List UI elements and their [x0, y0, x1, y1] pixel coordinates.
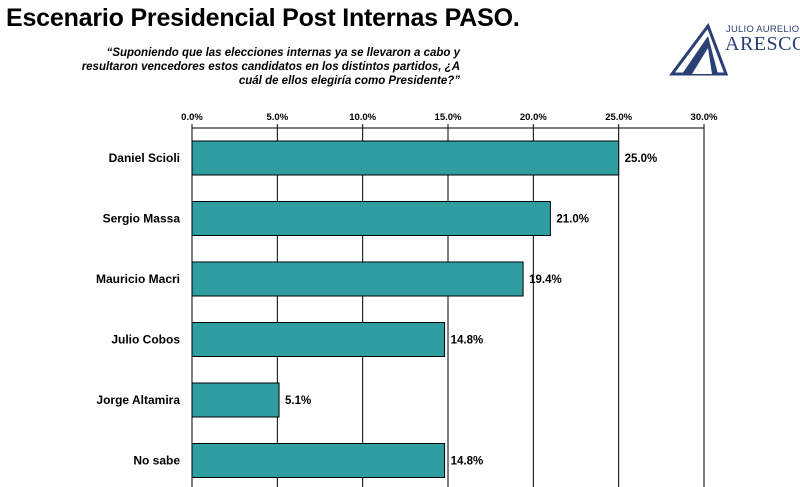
x-tick-label: 30.0%	[691, 112, 718, 123]
x-tick-label: 25.0%	[605, 112, 632, 123]
x-tick-label: 5.0%	[267, 112, 289, 123]
value-label: 14.8%	[451, 335, 484, 347]
category-label: Julio Cobos	[111, 333, 180, 347]
logo-main-text: ARESCO	[725, 33, 800, 55]
bar	[191, 322, 446, 357]
x-tick-label: 15.0%	[435, 112, 462, 123]
category-label: Sergio Massa	[103, 212, 181, 226]
value-label: 21.0%	[556, 214, 589, 226]
logo-triangle-icon	[669, 22, 729, 76]
value-label: 5.1%	[285, 395, 311, 407]
company-logo: JULIO AURELIO ARESCO	[668, 18, 800, 78]
value-labels: 25.0% 21.0% 19.4% 14.8% 5.1% 14.8%	[285, 153, 657, 468]
value-label: 25.0%	[625, 153, 658, 165]
category-label: Daniel Scioli	[109, 151, 180, 165]
x-tick-label: 10.0%	[349, 112, 376, 123]
x-tick-label: 20.0%	[520, 112, 547, 123]
category-label: No sabe	[133, 454, 180, 468]
bar	[191, 443, 446, 478]
gridlines	[191, 124, 705, 487]
x-tick-label: 0.0%	[181, 112, 203, 123]
survey-question: “Suponiendo que las elecciones internas …	[81, 47, 460, 87]
bar	[191, 201, 551, 236]
x-axis-ticks: 0.0% 5.0% 10.0% 15.0% 20.0% 25.0% 30.0%	[181, 112, 718, 123]
bar	[191, 382, 280, 418]
value-label: 19.4%	[529, 274, 562, 286]
chart-title: Escenario Presidencial Post Internas PAS…	[6, 4, 520, 32]
category-label: Mauricio Macri	[96, 272, 180, 286]
bar	[191, 261, 524, 297]
bar	[191, 140, 620, 176]
bars	[191, 140, 620, 478]
value-label: 14.8%	[451, 456, 484, 468]
category-labels: Daniel Scioli Sergio Massa Mauricio Macri J…	[96, 151, 180, 468]
category-label: Jorge Altamira	[96, 393, 180, 407]
logo-small-text: JULIO AURELIO	[726, 24, 800, 35]
